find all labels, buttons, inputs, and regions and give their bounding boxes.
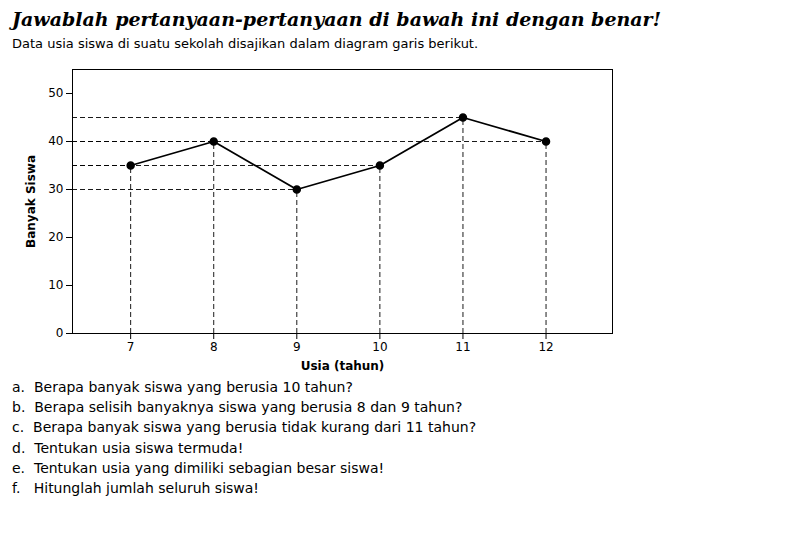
svg-text:50: 50 xyxy=(48,86,63,100)
html-text:c. Berapa banyak siswa yang be: c. Berapa banyak siswa yang berusia tida… xyxy=(12,419,477,436)
svg-text:10: 10 xyxy=(372,340,387,354)
svg-text:8: 8 xyxy=(210,340,218,354)
svg-text:9: 9 xyxy=(293,340,301,354)
html-text:f. Hitunglah jumlah seluruh si: f. Hitunglah jumlah seluruh siswa! xyxy=(12,480,259,497)
html-text:b. Berapa selisih banyaknya si: b. Berapa selisih banyaknya siswa yang b… xyxy=(12,398,463,415)
svg-text:40: 40 xyxy=(48,134,63,148)
svg-text:Usia (tahun): Usia (tahun) xyxy=(301,358,385,372)
html-text:e. Tentukan usia yang dimiliki: e. Tentukan usia yang dimiliki sebagian … xyxy=(12,459,385,476)
svg-text:30: 30 xyxy=(48,182,63,196)
html-text:d. Tentukan usia siswa termuda: d. Tentukan usia siswa termuda! xyxy=(12,439,244,456)
html-text:Data usia siswa di suatu sekol: Data usia siswa di suatu sekolah disajik… xyxy=(12,35,479,51)
svg-text:0: 0 xyxy=(56,326,64,340)
svg-text:10: 10 xyxy=(48,278,63,292)
svg-text:Banyak Siswa: Banyak Siswa xyxy=(24,155,38,248)
svg-text:11: 11 xyxy=(455,340,470,354)
html-text:a. Berapa banyak siswa yang be: a. Berapa banyak siswa yang berusia 10 t… xyxy=(12,378,353,395)
svg-text:7: 7 xyxy=(127,340,135,354)
svg-text:12: 12 xyxy=(538,340,553,354)
html-text:Jawablah pertanyaan-pertanyaan: Jawablah pertanyaan-pertanyaan di bawah … xyxy=(12,8,661,30)
svg-text:20: 20 xyxy=(48,230,63,244)
